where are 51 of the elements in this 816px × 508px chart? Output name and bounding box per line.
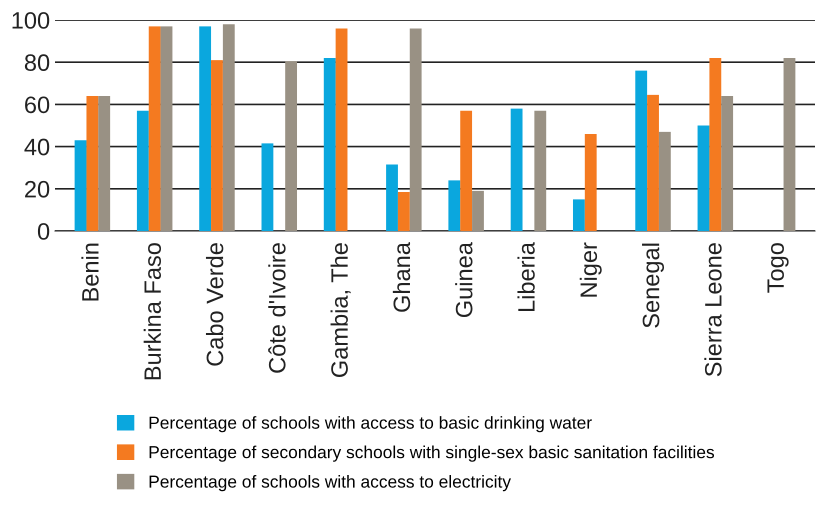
bar [448,180,460,231]
bar [199,26,212,231]
bar [709,58,722,231]
bar [410,28,422,231]
y-tick-label: 60 [25,96,50,114]
bar [74,140,86,231]
legend-label: Percentage of schools with access to basic drinking water [150,416,592,432]
bar [136,110,149,231]
x-tick-label: Liberia [517,242,535,312]
bar [285,61,298,231]
legend-label: Percentage of schools with access to electricity [150,475,511,492]
x-tick-label: Benin [81,244,99,301]
bar [584,134,597,231]
x-tick-label: Burkina Faso [144,243,162,380]
bar [510,108,523,231]
y-tick-label: 40 [24,138,50,156]
y-tick-label: 20 [25,180,50,198]
bar [148,26,161,231]
bar [658,132,671,231]
x-tick-label: Senegal [642,244,664,328]
x-tick-label: Guinea [455,242,472,318]
bar [698,126,710,231]
y-tick-label: 100 [12,12,50,29]
bar [635,70,648,231]
bar [222,24,235,231]
bar [534,110,546,231]
bar [721,96,734,231]
bar [211,60,223,231]
x-tick-label: Gambia, The [330,243,351,377]
bar [572,199,585,231]
x-tick-label: Togo [767,243,789,293]
x-tick-label: Cabo Verde [206,243,224,366]
bar [336,28,348,231]
x-tick-label: Sierra Leone [704,243,722,376]
bar [86,96,98,231]
y-tick-label: 0 [38,223,50,240]
bar [262,143,274,231]
bar [98,96,110,231]
x-tick-label: Ghana [392,242,410,312]
bar [647,94,659,231]
bar [398,192,410,231]
y-tick-label: 80 [24,54,50,71]
bar [386,164,398,231]
x-tick-label: Côte d'Ivoire [268,243,286,373]
bar [460,110,472,231]
legend-label: Percentage of secondary schools with single-sex basic sanitation facilities [150,446,714,462]
bar [472,190,484,231]
bar [324,58,336,231]
x-tick-label: Niger [580,242,602,297]
bar [160,26,172,231]
bar [784,58,796,231]
